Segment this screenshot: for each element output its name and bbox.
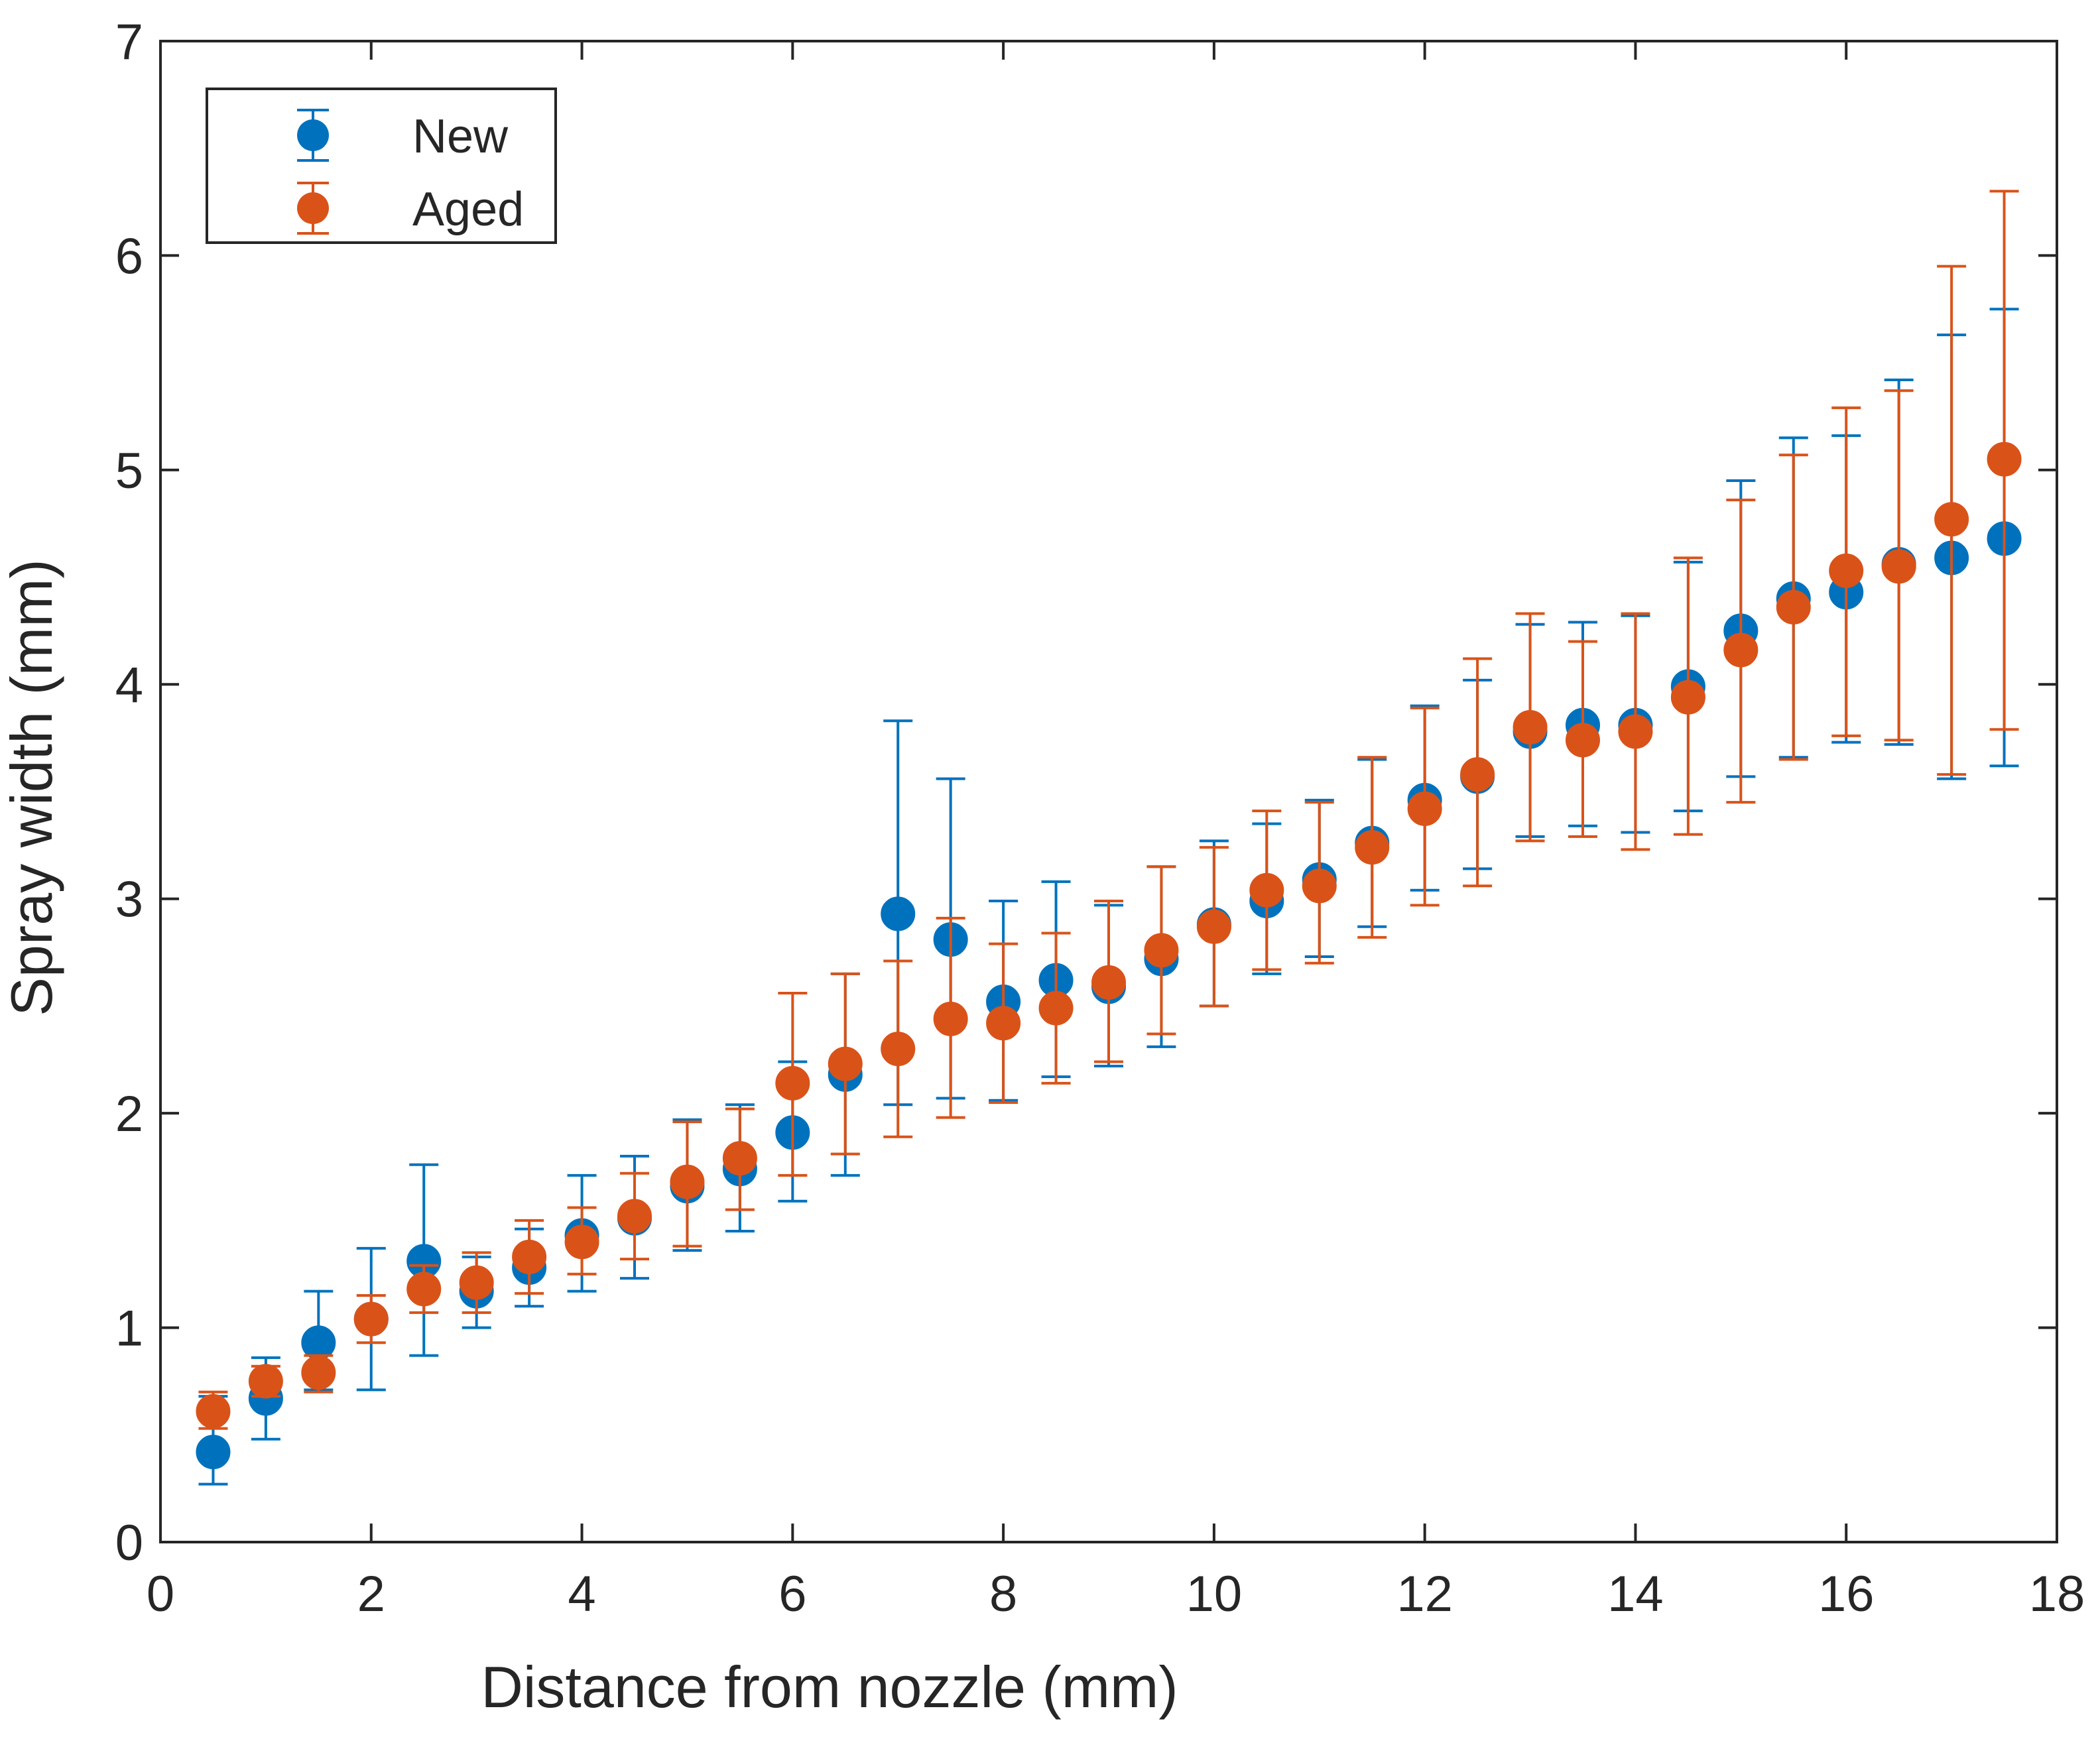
x-tick-label: 8 xyxy=(989,1566,1017,1622)
data-point xyxy=(196,1394,231,1429)
data-point xyxy=(1513,709,1548,745)
data-point xyxy=(881,1032,916,1067)
legend-marker-aged xyxy=(297,192,329,224)
frame-layer xyxy=(159,40,2058,1543)
y-tick-label: 3 xyxy=(115,872,143,928)
x-axis-label: Distance from nozzle (mm) xyxy=(481,1654,1178,1720)
x-tick-label: 12 xyxy=(1396,1566,1453,1622)
plot-frame xyxy=(159,40,2058,1543)
data-point xyxy=(1407,791,1442,826)
data-point xyxy=(353,1301,389,1337)
data-point xyxy=(1038,990,1074,1026)
data-point xyxy=(1460,757,1495,792)
x-tick-label: 16 xyxy=(1818,1566,1875,1622)
data-point xyxy=(459,1265,494,1300)
data-point xyxy=(564,1225,599,1260)
data-point xyxy=(670,1164,705,1199)
data-point xyxy=(1249,872,1284,908)
y-tick-label: 5 xyxy=(115,443,143,499)
data-point xyxy=(1776,589,1811,625)
x-tick-label: 18 xyxy=(2029,1566,2085,1622)
series-new xyxy=(196,308,2022,1486)
data-point xyxy=(1196,909,1231,944)
x-tick-label: 10 xyxy=(1186,1566,1243,1622)
data-point xyxy=(1723,632,1759,668)
legend: New Aged xyxy=(206,88,557,244)
legend-label-aged: Aged xyxy=(412,183,524,236)
y-tick-label: 6 xyxy=(115,228,143,284)
data-point xyxy=(986,1006,1021,1041)
data-point xyxy=(301,1355,336,1390)
x-tick-label: 14 xyxy=(1607,1566,1664,1622)
data-layer xyxy=(196,190,2022,1486)
y-axis-label: Spray width (mm) xyxy=(0,559,64,1016)
data-point xyxy=(1618,714,1653,749)
y-tick-label: 4 xyxy=(115,657,143,713)
legend-box xyxy=(206,88,557,244)
data-point xyxy=(1881,549,1916,584)
data-point xyxy=(301,1325,336,1360)
y-tick-label: 0 xyxy=(115,1515,143,1571)
data-point xyxy=(406,1272,442,1307)
legend-label-new: New xyxy=(412,110,509,163)
y-tick-label: 1 xyxy=(115,1301,143,1357)
data-point xyxy=(828,1046,863,1081)
data-point xyxy=(1670,680,1705,715)
x-tick-label: 6 xyxy=(778,1566,806,1622)
legend-marker-new xyxy=(297,119,329,151)
x-tick-label: 4 xyxy=(568,1566,595,1622)
y-tick-label: 7 xyxy=(115,14,143,70)
data-point xyxy=(1355,830,1390,865)
y-tick-label: 2 xyxy=(115,1086,143,1142)
data-point xyxy=(1934,502,1969,537)
data-point xyxy=(196,1435,231,1470)
data-point xyxy=(1566,723,1600,758)
data-point xyxy=(512,1239,547,1274)
x-tick-label: 0 xyxy=(147,1566,174,1622)
data-point xyxy=(248,1364,283,1399)
data-point xyxy=(722,1141,757,1176)
data-point xyxy=(617,1199,652,1234)
x-tick-label: 2 xyxy=(357,1566,385,1622)
data-point xyxy=(775,1065,810,1101)
data-point xyxy=(1987,442,2022,477)
series-aged xyxy=(196,190,2022,1430)
data-point xyxy=(933,1001,968,1036)
data-point xyxy=(881,896,916,931)
data-point xyxy=(1144,933,1179,968)
data-point xyxy=(1302,869,1337,904)
data-point xyxy=(1091,965,1126,1000)
data-point xyxy=(1829,553,1864,588)
